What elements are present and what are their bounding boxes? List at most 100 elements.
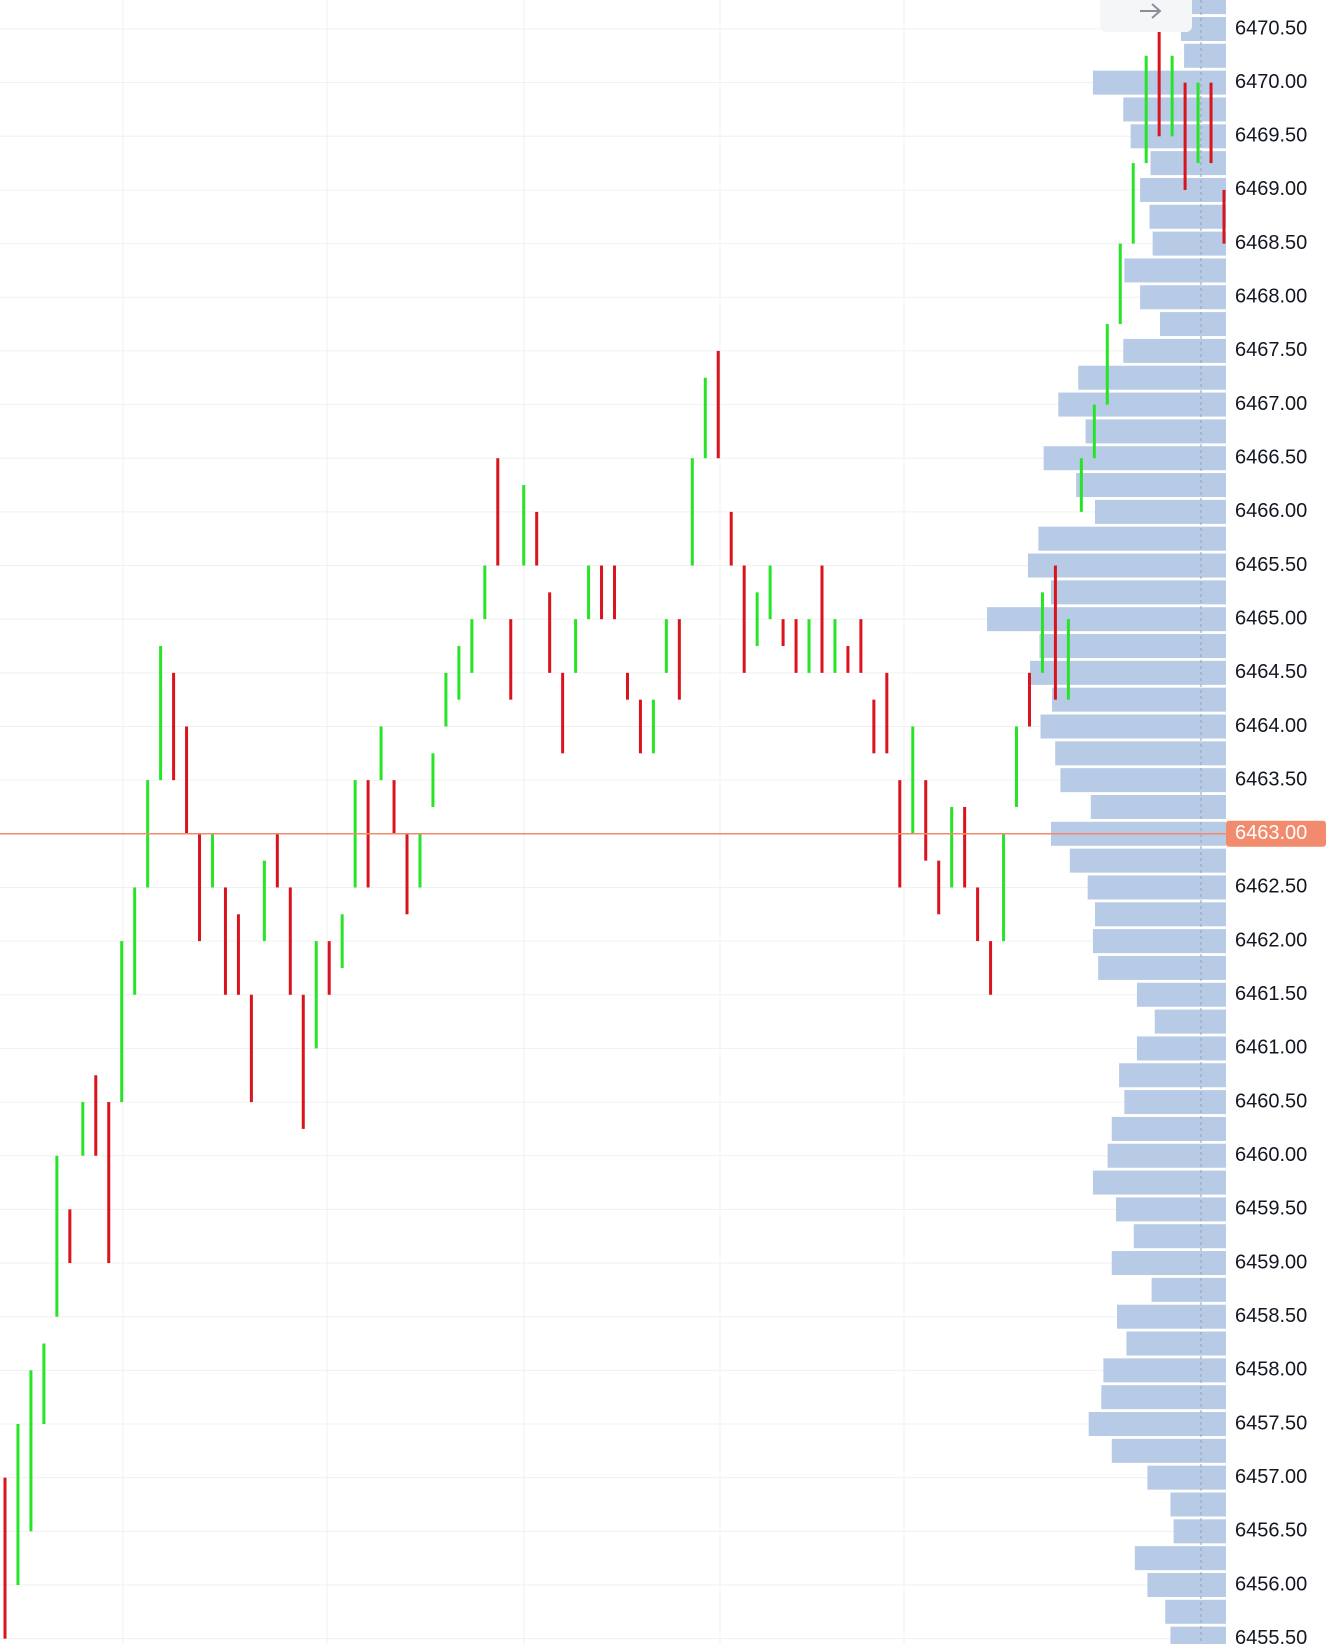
price-bar — [1066, 619, 1070, 700]
price-bar — [405, 833, 409, 915]
price-bar — [1079, 458, 1083, 512]
price-bar — [574, 619, 578, 673]
volume-bar — [1090, 794, 1226, 819]
volume-bar — [1150, 151, 1226, 176]
price-bar — [976, 887, 980, 942]
y-tick-label: 6464.50 — [1235, 661, 1307, 683]
price-bar — [561, 672, 565, 754]
price-bar — [483, 565, 487, 620]
volume-bar — [1076, 473, 1226, 498]
price-bar — [677, 619, 681, 700]
volume-bar — [1117, 1304, 1226, 1329]
y-tick-label: 6455.50 — [1235, 1627, 1307, 1644]
price-bar — [950, 806, 954, 888]
y-tick-label: 6470.00 — [1235, 71, 1307, 93]
y-tick-label: 6458.50 — [1235, 1305, 1307, 1327]
scroll-button[interactable] — [1100, 0, 1192, 32]
volume-bar — [1126, 1331, 1226, 1356]
price-bar — [807, 619, 811, 673]
price-bars — [0, 28, 1226, 1639]
price-bar — [120, 941, 124, 1103]
price-bar — [1183, 82, 1187, 190]
volume-bar — [1140, 177, 1226, 202]
price-bar — [444, 672, 448, 727]
price-bar — [509, 619, 513, 700]
price-bar — [68, 1209, 72, 1264]
last-price-tag — [1226, 820, 1326, 847]
price-bar — [457, 646, 461, 700]
volume-bar — [1115, 1197, 1226, 1222]
price-bar — [1092, 404, 1096, 459]
volume-profile — [987, 0, 1226, 1644]
price-bar — [522, 485, 526, 566]
volume-bar — [1111, 1438, 1226, 1463]
price-bar — [1040, 592, 1044, 673]
y-tick-label: 6467.00 — [1235, 393, 1307, 415]
y-tick-label: 6460.00 — [1235, 1144, 1307, 1166]
price-axis: 6470.50 6470.00 6469.50 6469.00 6468.50 6468.… — [1226, 17, 1326, 1644]
price-bar — [3, 1477, 7, 1639]
y-tick-label: 6470.50 — [1235, 17, 1307, 39]
y-tick-label: 6461.50 — [1235, 983, 1307, 1005]
y-tick-label: 6458.00 — [1235, 1359, 1307, 1381]
volume-bar — [1087, 875, 1226, 900]
y-tick-label: 6456.50 — [1235, 1520, 1307, 1542]
volume-bar — [1107, 1143, 1226, 1168]
price-bar — [664, 619, 668, 673]
price-bar — [989, 941, 993, 995]
price-bar — [496, 458, 500, 566]
price-bar — [16, 1424, 20, 1585]
volume-bar — [1039, 634, 1226, 659]
y-tick-label: 6459.00 — [1235, 1251, 1307, 1273]
price-bar — [1131, 163, 1135, 244]
price-bar — [236, 914, 240, 995]
volume-bar — [1152, 231, 1226, 256]
price-bar — [859, 619, 863, 673]
y-tick-label: 6463.50 — [1235, 768, 1307, 790]
volume-bar — [1095, 902, 1226, 927]
price-bar — [29, 1370, 33, 1532]
volume-bar — [1088, 1412, 1226, 1437]
price-bar — [651, 699, 655, 754]
price-bar — [223, 887, 227, 995]
price-bar — [924, 780, 928, 861]
price-bar — [262, 860, 266, 942]
y-tick-label: 6469.50 — [1235, 125, 1307, 147]
y-tick-label: 6468.50 — [1235, 232, 1307, 254]
price-bar — [885, 672, 889, 754]
price-bar — [1118, 243, 1122, 325]
volume-bar — [1147, 1465, 1226, 1490]
y-tick-label: 6468.00 — [1235, 286, 1307, 308]
y-tick-label: 6457.00 — [1235, 1466, 1307, 1488]
volume-bar — [1136, 1036, 1226, 1061]
price-bar — [1144, 55, 1148, 164]
volume-bar — [1136, 982, 1226, 1007]
y-tick-label: 6462.00 — [1235, 929, 1307, 951]
y-tick-label: 6460.50 — [1235, 1090, 1307, 1112]
price-bar — [81, 1102, 85, 1156]
price-bar — [535, 511, 539, 566]
price-bar — [716, 350, 720, 459]
price-bar — [820, 565, 824, 673]
volume-bar — [1119, 1063, 1226, 1088]
button-bg[interactable] — [1100, 0, 1192, 32]
price-bar — [159, 646, 163, 781]
volume-bar — [1123, 338, 1226, 363]
volume-bar — [1170, 1626, 1226, 1644]
price-bar — [703, 377, 707, 459]
price-bar — [794, 619, 798, 673]
volume-bar — [1111, 1116, 1226, 1141]
price-bar — [210, 833, 214, 888]
price-bar — [768, 565, 772, 620]
price-bar — [937, 860, 941, 915]
volume-bar — [1055, 741, 1226, 766]
volume-bar — [1027, 553, 1226, 578]
volume-bar — [1159, 312, 1226, 337]
price-bar — [742, 565, 746, 673]
price-bar — [327, 941, 331, 995]
y-tick-label: 6462.50 — [1235, 876, 1307, 898]
price-bar — [1170, 55, 1174, 137]
volume-bar — [1111, 1251, 1226, 1276]
price-bar — [625, 672, 629, 700]
